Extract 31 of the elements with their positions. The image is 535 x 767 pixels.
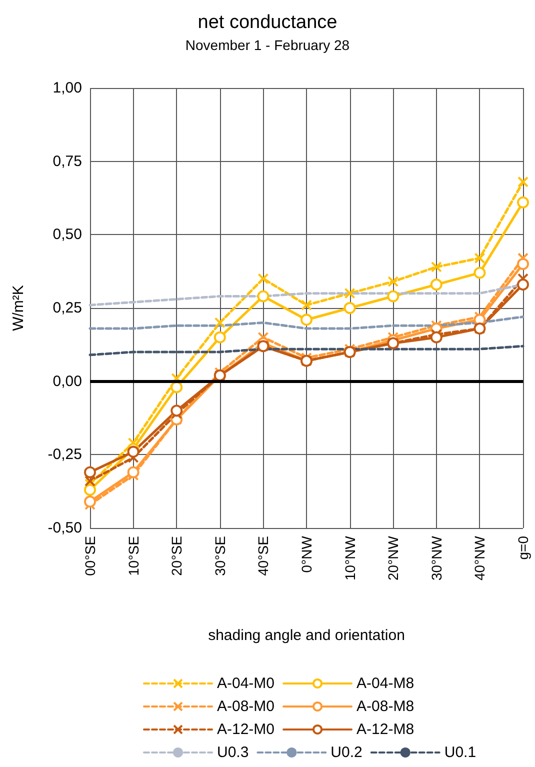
x-tick-label: 20°SE (168, 536, 185, 576)
legend-label: A-04-M0 (217, 675, 275, 692)
legend-label: A-12-M0 (217, 721, 275, 738)
legend-label: U0.2 (330, 744, 362, 761)
y-tick-label: -0,25 (48, 446, 82, 464)
x-tick-label: 00°SE (82, 536, 98, 576)
y-tick-label: 0,50 (52, 226, 82, 244)
x-tick-label: 20°NW (385, 535, 402, 580)
legend-label: A-08-M0 (217, 698, 275, 715)
legend-label: U0.3 (217, 744, 249, 761)
legend-label: A-04-M8 (356, 675, 414, 692)
x-tick-label: g=0 (515, 536, 531, 560)
y-axis-title: W/m²K (10, 285, 27, 331)
y-tick-label: 1,00 (52, 80, 82, 96)
legend-label: A-08-M8 (356, 698, 414, 715)
y-tick-label: -0,50 (48, 520, 82, 536)
legend-label: U0.1 (444, 744, 476, 761)
legend-label: A-12-M8 (356, 721, 414, 738)
chart-subtitle: November 1 - February 28 (185, 37, 350, 53)
x-tick-label: 0°NW (298, 535, 314, 573)
x-tick-label: 30°SE (212, 536, 228, 576)
x-tick-label: 10°SE (125, 536, 142, 576)
chart-title: net conductance (198, 12, 338, 33)
y-tick-label: 0,75 (52, 152, 82, 170)
x-tick-label: 40°SE (255, 536, 272, 576)
x-axis-title: shading angle and orientation (208, 627, 405, 644)
x-tick-label: 40°NW (472, 535, 488, 580)
y-tick-label: 0,00 (52, 372, 82, 390)
x-tick-label: 30°NW (428, 535, 444, 580)
x-tick-label: 10°NW (342, 535, 358, 580)
y-tick-label: 0,25 (52, 300, 82, 316)
